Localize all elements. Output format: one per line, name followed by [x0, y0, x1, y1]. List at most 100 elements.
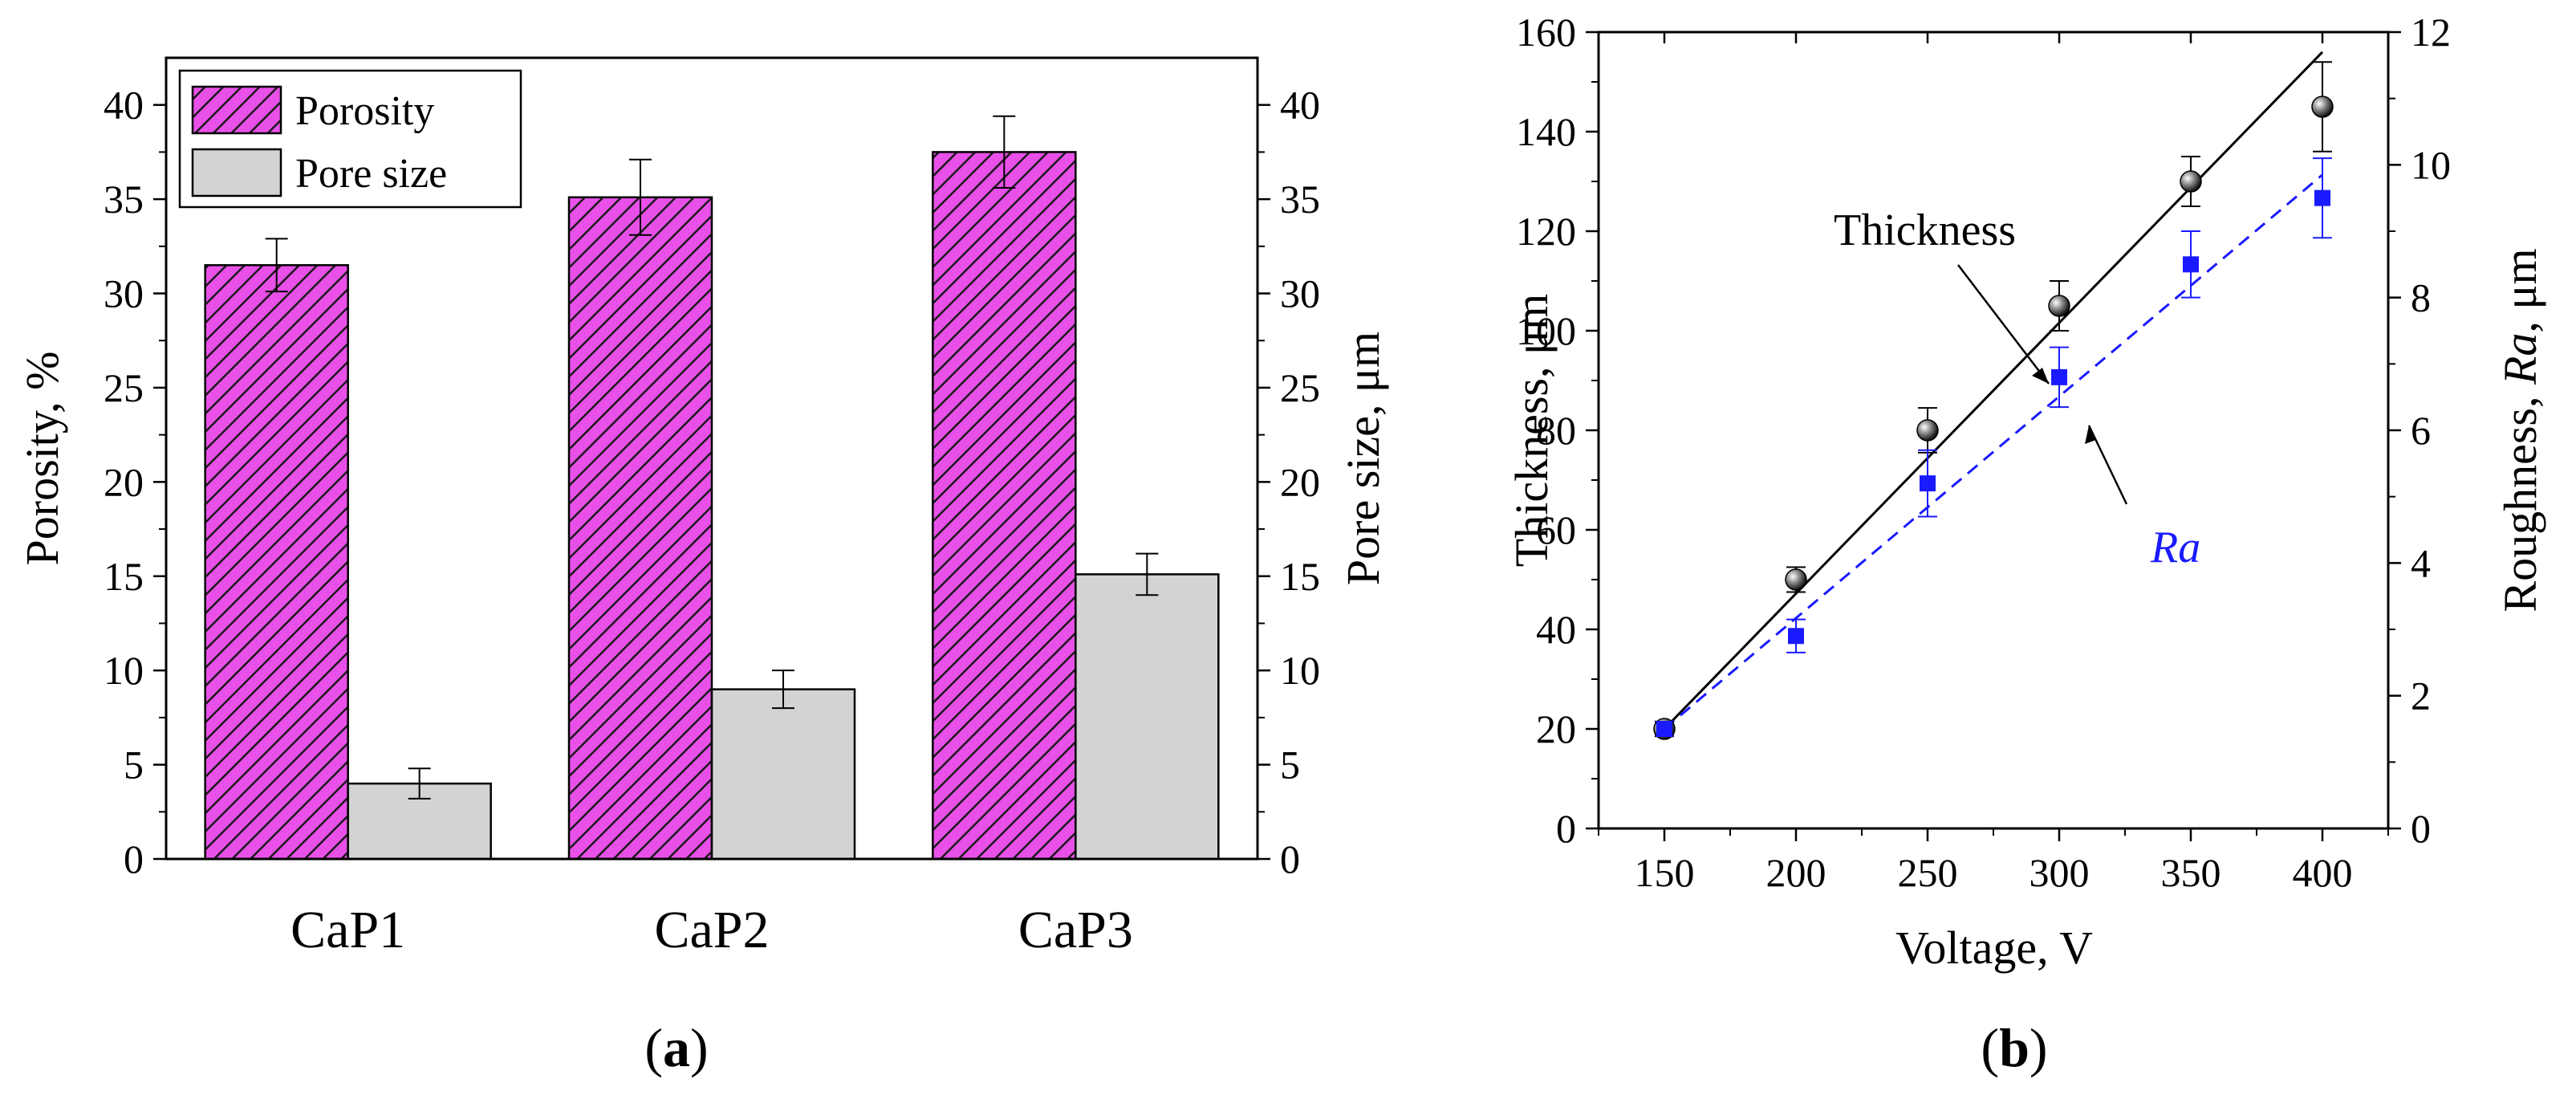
y2-tick-label: 35 [1280, 177, 1320, 222]
left-axis-ticks: 0 20 40 60 80 100 120 140 160 [1516, 10, 1599, 851]
fit-line-ra [1664, 173, 2323, 731]
y-tick-label: 20 [104, 459, 144, 504]
category-label: CaP1 [291, 901, 405, 959]
bar-porosity-cap2 [567, 196, 713, 861]
plot-frame [1597, 31, 2390, 830]
bar-pore-size-cap2 [710, 688, 856, 861]
error-bar [629, 158, 652, 236]
y2-tick-label: 10 [2411, 142, 2451, 187]
x-tick-label: 250 [1898, 850, 1958, 895]
y-axis-title: Thickness, μm [1505, 294, 1558, 567]
y2-axis-title: Pore size, μm [1337, 332, 1389, 585]
data-point-thickness [2180, 170, 2202, 193]
annotation-thickness-arrowhead [2032, 368, 2049, 384]
data-point-ra [1920, 475, 1936, 492]
category-labels: CaP1 CaP2 CaP3 [291, 901, 1133, 959]
y2-tick-label: 15 [1280, 554, 1320, 599]
y-tick-label: 15 [104, 554, 144, 599]
y2-tick-label: 20 [1280, 459, 1320, 504]
category-label: CaP2 [654, 901, 769, 959]
y2-title-part-2: Ra [2494, 333, 2546, 385]
y-tick-label: 100 [1516, 308, 1576, 353]
y-tick-label: 35 [104, 177, 144, 222]
error-bar [1136, 552, 1159, 596]
error-bar [772, 670, 794, 710]
data-point-thickness [1785, 568, 1807, 591]
y2-tick-label: 25 [1280, 365, 1320, 410]
legend: Porosity Pore size [178, 69, 522, 209]
y-tick-label: 0 [124, 836, 144, 881]
data-point-ra [2183, 256, 2199, 273]
y-tick-label: 25 [104, 365, 144, 410]
y-tick-label: 5 [124, 743, 144, 788]
y-tick-label: 40 [1536, 607, 1576, 652]
y2-tick-label: 40 [1280, 83, 1320, 128]
error-bar [993, 115, 1016, 189]
annotation-ra-arrowhead [2085, 425, 2096, 444]
y-tick-label: 10 [104, 648, 144, 693]
y-tick-label: 30 [104, 271, 144, 316]
panel-label-a: (a) [644, 1017, 708, 1078]
x-axis-title: Voltage, V [1895, 922, 2093, 974]
data-point-ra [1656, 721, 1672, 737]
panel-letter-a: a [663, 1017, 690, 1078]
svg-text:(b): (b) [1981, 1017, 2047, 1078]
y2-tick-label: 12 [2411, 10, 2451, 55]
y-tick-label: 80 [1536, 408, 1576, 453]
y-tick-label: 60 [1536, 507, 1576, 552]
svg-text:(a): (a) [644, 1017, 708, 1078]
y-tick-label: 140 [1516, 109, 1576, 154]
y-tick-label: 120 [1516, 209, 1576, 254]
data-point-thickness [2311, 96, 2334, 118]
bar-porosity-cap3 [932, 151, 1077, 861]
y-tick-label: 20 [1536, 706, 1576, 751]
x-tick-label: 200 [1766, 850, 1826, 895]
category-label: CaP3 [1018, 901, 1133, 959]
x-tick-label: 350 [2161, 850, 2221, 895]
bar-pore-size-cap3 [1075, 573, 1220, 861]
right-axis-ticks: 0 2 4 6 8 10 12 [2388, 10, 2451, 851]
legend-label-pore-size: Pore size [295, 151, 447, 197]
annotation-ra: Ra [2150, 523, 2200, 572]
y2-title-part-3: , μm [2494, 248, 2546, 332]
y2-title-part-1: Roughness, [2494, 385, 2546, 613]
plot-frame [165, 56, 1259, 861]
y-axis-title: Porosity, % [16, 352, 68, 566]
y2-tick-label: 30 [1280, 271, 1320, 316]
y2-tick-label: 6 [2411, 408, 2431, 453]
error-bar-group [265, 115, 1159, 800]
y2-tick-label: 0 [1280, 836, 1300, 881]
error-bar [265, 238, 288, 293]
x-tick-label: 150 [1635, 850, 1695, 895]
y-tick-label: 40 [104, 83, 144, 128]
left-axis-ticks: 0 5 10 15 20 25 30 35 40 [104, 83, 166, 881]
y2-tick-label: 0 [2411, 806, 2431, 851]
right-axis-ticks: 0 5 10 15 20 25 30 35 40 [1258, 83, 1320, 881]
panel-letter-b: b [1999, 1017, 2030, 1078]
fit-line-thickness [1663, 51, 2324, 731]
fit-lines [1663, 51, 2324, 731]
annotation-thickness-arrow [1957, 264, 2050, 385]
y2-tick-label: 8 [2411, 275, 2431, 320]
bar-porosity-cap1 [204, 264, 349, 861]
data-point-thickness [1916, 419, 1939, 442]
x-tick-label: 400 [2293, 850, 2353, 895]
y2-axis-title: Roughness, Ra, μm [2494, 248, 2546, 612]
panel-label-b: (b) [1981, 1017, 2047, 1078]
y2-tick-label: 2 [2411, 674, 2431, 718]
data-point-ra [1788, 628, 1804, 645]
x-tick-label: 300 [2030, 850, 2090, 895]
data-point-ra [2051, 368, 2067, 385]
legend-swatch-porosity [191, 85, 282, 135]
y-tick-label: 0 [1556, 806, 1576, 851]
y2-tick-label: 10 [1280, 648, 1320, 693]
data-point-ra [2314, 189, 2330, 206]
x-axis-ticks: 150 200 250 300 350 400 [1598, 32, 2389, 895]
error-bar [408, 767, 431, 800]
y-tick-label: 160 [1516, 10, 1576, 55]
y2-tick-label: 4 [2411, 540, 2431, 585]
y2-tick-label: 5 [1280, 743, 1300, 788]
scatter-chart-panel-b: 0 20 40 60 80 100 120 140 160 0 2 4 6 8 10 12 150 200 25… [1505, 10, 2546, 1078]
